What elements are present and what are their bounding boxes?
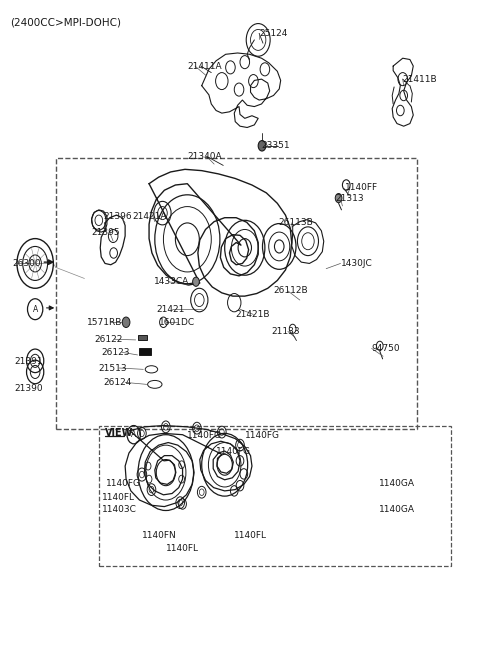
Text: 1140FF: 1140FF xyxy=(345,183,378,192)
Text: 1140GA: 1140GA xyxy=(379,505,415,514)
Text: 21396: 21396 xyxy=(104,212,132,221)
Text: 1140FN: 1140FN xyxy=(142,531,177,540)
Text: 26300: 26300 xyxy=(12,259,41,268)
Text: 21513: 21513 xyxy=(99,364,127,373)
Text: 21395: 21395 xyxy=(92,228,120,237)
Text: 1140FG: 1140FG xyxy=(216,447,251,456)
Text: 26113B: 26113B xyxy=(278,218,313,227)
Text: 1601DC: 1601DC xyxy=(158,318,195,327)
Text: 21340A: 21340A xyxy=(187,152,222,160)
Text: 23351: 23351 xyxy=(262,141,290,150)
Bar xyxy=(138,335,147,340)
Bar xyxy=(99,426,451,566)
Text: 21421B: 21421B xyxy=(235,310,270,319)
Text: A: A xyxy=(131,430,136,440)
Text: 1430JC: 1430JC xyxy=(340,259,372,268)
Bar xyxy=(56,158,417,429)
Circle shape xyxy=(192,277,199,286)
Text: 1571RB: 1571RB xyxy=(87,318,122,327)
Circle shape xyxy=(335,193,342,202)
Text: 21421: 21421 xyxy=(156,305,185,314)
Text: 1140FG: 1140FG xyxy=(187,431,222,440)
Text: 1140FG: 1140FG xyxy=(106,479,141,487)
Circle shape xyxy=(258,141,266,151)
Bar xyxy=(139,348,151,355)
Text: 21390: 21390 xyxy=(14,384,43,394)
Circle shape xyxy=(122,317,130,328)
Text: 21421A: 21421A xyxy=(132,212,167,221)
Text: 25124: 25124 xyxy=(259,29,288,38)
Text: 1140GA: 1140GA xyxy=(379,479,415,487)
Text: 1433CA: 1433CA xyxy=(154,277,189,286)
Text: VIEW: VIEW xyxy=(105,428,133,438)
Text: 21313: 21313 xyxy=(336,195,364,203)
Text: A: A xyxy=(33,305,38,314)
Text: 21411B: 21411B xyxy=(403,75,437,84)
Text: 94750: 94750 xyxy=(372,344,400,353)
Text: 1140FL: 1140FL xyxy=(102,493,135,502)
Text: 1140FL: 1140FL xyxy=(166,544,199,553)
Text: 21133: 21133 xyxy=(271,327,300,336)
Text: 21411A: 21411A xyxy=(187,62,222,71)
Text: 21391: 21391 xyxy=(14,357,43,366)
Text: 1140FG: 1140FG xyxy=(245,431,280,440)
Text: (2400CC>MPI-DOHC): (2400CC>MPI-DOHC) xyxy=(10,17,121,27)
Text: 26112B: 26112B xyxy=(274,286,308,295)
Text: 1140FL: 1140FL xyxy=(234,531,267,540)
Text: 11403C: 11403C xyxy=(102,505,137,514)
Text: 26123: 26123 xyxy=(101,348,130,357)
Text: 26124: 26124 xyxy=(104,378,132,387)
Text: 26122: 26122 xyxy=(94,335,122,344)
